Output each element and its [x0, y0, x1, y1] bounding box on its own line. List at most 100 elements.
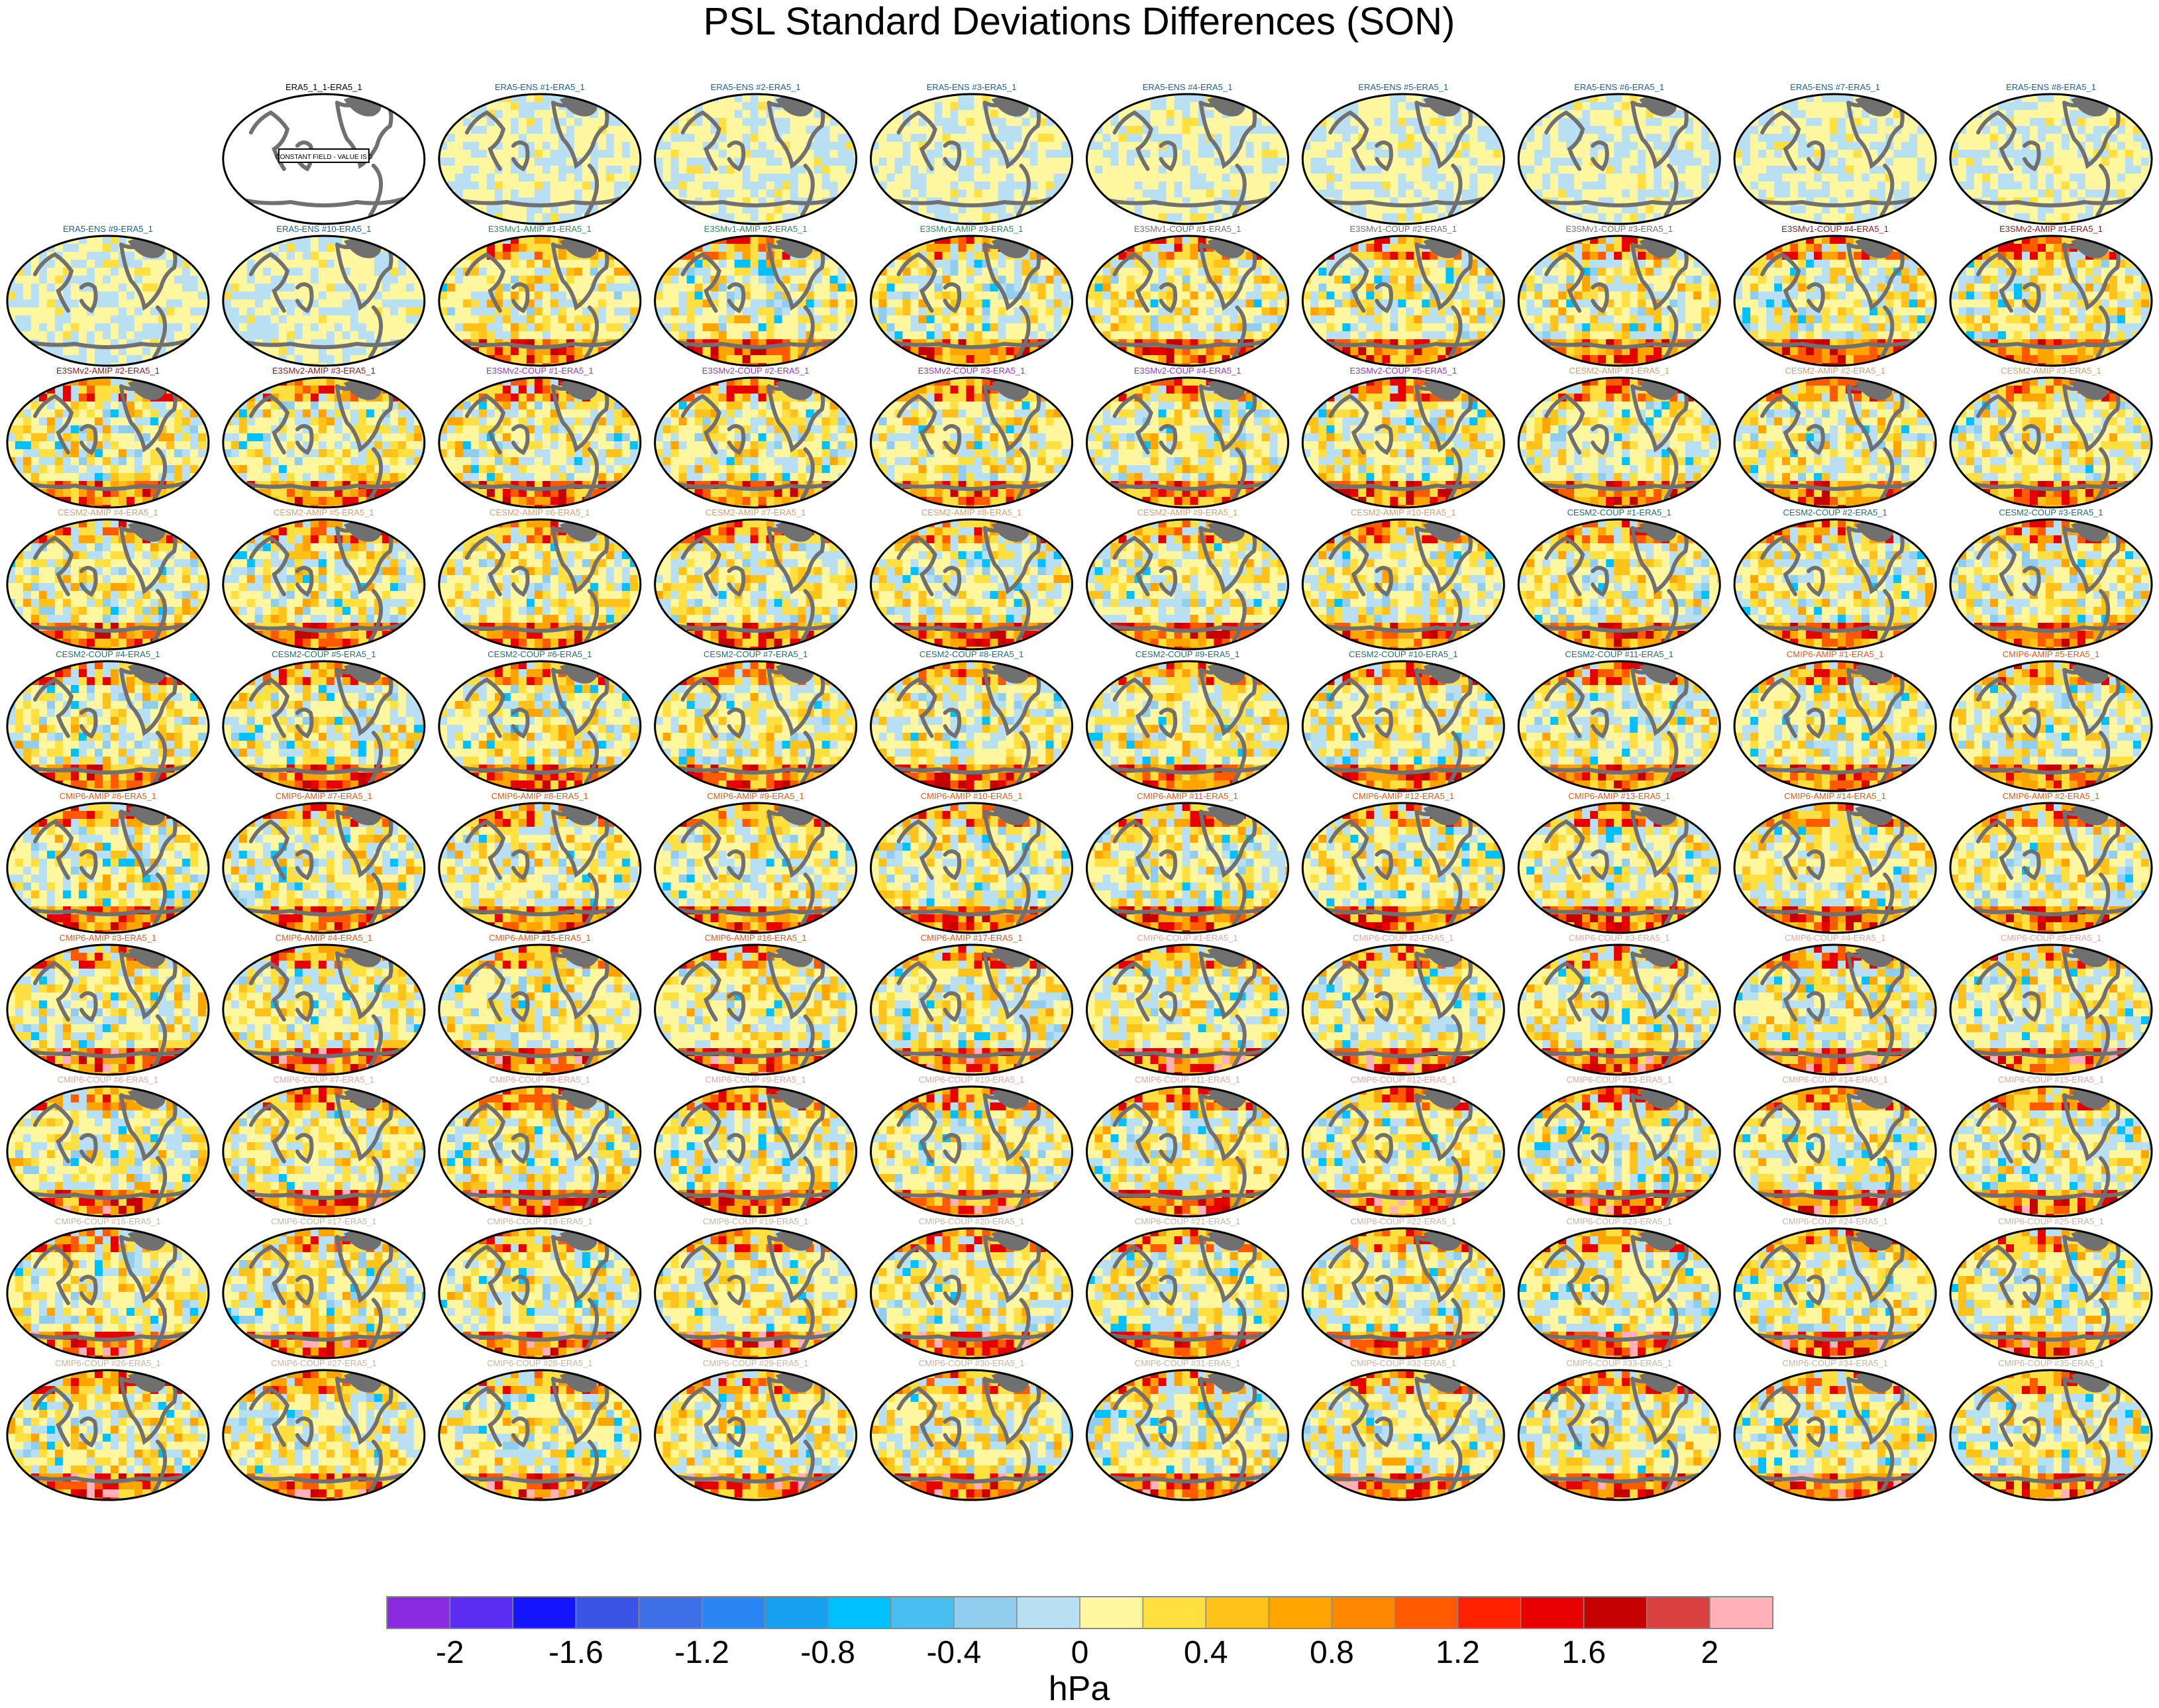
map-panel: E3SMv2-COUP #4-ERA5_1 — [1086, 366, 1289, 509]
panel-label: CMIP6-AMIP #4-ERA5_1 — [276, 933, 372, 943]
map-border — [1949, 518, 2153, 651]
map-panel: E3SMv1-COUP #1-ERA5_1 — [1086, 224, 1289, 367]
map-panel: CMIP6-COUP #20-ERA5_1 — [870, 1216, 1073, 1360]
colorbar-swatch — [386, 1596, 451, 1629]
map-panel: ERA5-ENS #6-ERA5_1 — [1517, 82, 1721, 225]
map-border — [438, 1369, 642, 1501]
map-border — [1517, 376, 1721, 509]
map-border — [1733, 1227, 1937, 1360]
panel-label: CMIP6-AMIP #3-ERA5_1 — [60, 933, 156, 943]
map-border — [1301, 1369, 1505, 1501]
map-panel: ERA5_1_1-ERA5_1 CONSTANT FIELD - VALUE IS… — [222, 82, 426, 225]
panel-label: CMIP6-COUP #19-ERA5_1 — [703, 1216, 808, 1226]
map-panel: CESM2-AMIP #9-ERA5_1 — [1086, 507, 1289, 651]
colorbar-tick-label: 0.8 — [1310, 1635, 1354, 1670]
panel-label: E3SMv2-AMIP #2-ERA5_1 — [56, 366, 160, 376]
map-panel: CMIP6-COUP #33-ERA5_1 — [1517, 1358, 1721, 1501]
panel-label: CMIP6-COUP #3-ERA5_1 — [1569, 933, 1669, 943]
map-panel: CMIP6-COUP #34-ERA5_1 — [1733, 1358, 1937, 1501]
map-panel: CMIP6-AMIP #11-ERA5_1 — [1086, 791, 1289, 934]
map-panel: CMIP6-AMIP #6-ERA5_1 — [6, 791, 210, 934]
map-panel: CMIP6-COUP #2-ERA5_1 — [1301, 933, 1505, 1076]
map-panel: CMIP6-AMIP #9-ERA5_1 — [654, 791, 858, 934]
colorbar-tick-label: -1.6 — [549, 1635, 604, 1670]
colorbar-unit: hPa — [1049, 1670, 1110, 1708]
panel-label: ERA5-ENS #1-ERA5_1 — [495, 82, 585, 92]
map-border — [222, 376, 426, 509]
map-border — [654, 518, 858, 651]
map-border — [1301, 943, 1505, 1076]
map-panel: E3SMv2-COUP #1-ERA5_1 — [438, 366, 642, 509]
map-border — [438, 802, 642, 934]
panel-label: E3SMv2-AMIP #1-ERA5_1 — [1999, 224, 2103, 234]
map-panel: CESM2-AMIP #2-ERA5_1 — [1733, 366, 1937, 509]
map-border — [6, 943, 210, 1076]
map-panel: CESM2-AMIP #7-ERA5_1 — [654, 507, 858, 651]
map-panel: CESM2-COUP #2-ERA5_1 — [1733, 507, 1937, 651]
map-border — [1086, 1369, 1289, 1501]
map-panel: CESM2-AMIP #8-ERA5_1 — [870, 507, 1073, 651]
map-panel: CMIP6-COUP #29-ERA5_1 — [654, 1358, 858, 1501]
map-panel: CESM2-AMIP #6-ERA5_1 — [438, 507, 642, 651]
map-border — [1086, 943, 1289, 1076]
map-border — [222, 1369, 426, 1501]
map-panel: CESM2-AMIP #1-ERA5_1 — [1517, 366, 1721, 509]
panel-label: E3SMv2-COUP #5-ERA5_1 — [1349, 366, 1457, 376]
map-panel: ERA5-ENS #4-ERA5_1 — [1086, 82, 1289, 225]
panel-label: E3SMv2-COUP #4-ERA5_1 — [1134, 366, 1241, 376]
map-border — [222, 660, 426, 792]
panel-label: CMIP6-AMIP #5-ERA5_1 — [2003, 649, 2099, 659]
map-panel: E3SMv2-COUP #2-ERA5_1 — [654, 366, 858, 509]
map-border — [870, 802, 1073, 934]
panel-label: ERA5-ENS #2-ERA5_1 — [711, 82, 801, 92]
panel-label: CMIP6-AMIP #11-ERA5_1 — [1137, 791, 1238, 801]
panel-label: CESM2-AMIP #8-ERA5_1 — [922, 507, 1022, 517]
panel-label: CMIP6-COUP #2-ERA5_1 — [1353, 933, 1453, 943]
panel-label: CMIP6-COUP #35-ERA5_1 — [1998, 1358, 2103, 1368]
map-border — [870, 1085, 1073, 1218]
map-panel: CMIP6-COUP #6-ERA5_1 — [6, 1075, 210, 1218]
panel-label: CESM2-AMIP #10-ERA5_1 — [1351, 507, 1456, 517]
panel-label: E3SMv2-COUP #2-ERA5_1 — [702, 366, 810, 376]
map-border — [1949, 943, 2153, 1076]
map-panel: ERA5-ENS #1-ERA5_1 — [438, 82, 642, 225]
map-border — [1949, 1369, 2153, 1501]
map-border — [1517, 93, 1721, 225]
map-border — [1733, 660, 1937, 792]
panel-label: E3SMv2-COUP #3-ERA5_1 — [918, 366, 1026, 376]
map-border — [1086, 1085, 1289, 1218]
panel-label: CMIP6-AMIP #14-ERA5_1 — [1784, 791, 1886, 801]
map-panel: E3SMv1-AMIP #3-ERA5_1 — [870, 224, 1073, 367]
map-border — [438, 1085, 642, 1218]
map-border — [870, 943, 1073, 1076]
map-panel: CMIP6-COUP #15-ERA5_1 — [1949, 1075, 2153, 1218]
panel-label: E3SMv2-AMIP #3-ERA5_1 — [272, 366, 376, 376]
panel-label: CMIP6-COUP #1-ERA5_1 — [1137, 933, 1237, 943]
panel-label: CESM2-COUP #4-ERA5_1 — [56, 649, 160, 659]
map-border — [1733, 1369, 1937, 1501]
colorbar-swatch — [1709, 1596, 1774, 1629]
map-panel: CMIP6-AMIP #1-ERA5_1 — [1733, 649, 1937, 792]
map-border — [222, 943, 426, 1076]
panel-label: CMIP6-COUP #5-ERA5_1 — [2001, 933, 2101, 943]
panel-label: CMIP6-COUP #22-ERA5_1 — [1351, 1216, 1456, 1226]
colorbar-swatch — [701, 1596, 766, 1629]
panel-label: CMIP6-COUP #14-ERA5_1 — [1782, 1075, 1887, 1085]
map-panel: CESM2-COUP #8-ERA5_1 — [870, 649, 1073, 792]
colorbar-tick-label: 0.4 — [1184, 1635, 1228, 1670]
panel-label: CMIP6-COUP #30-ERA5_1 — [919, 1358, 1024, 1368]
panel-label: CMIP6-COUP #4-ERA5_1 — [1785, 933, 1885, 943]
colorbar-swatch — [449, 1596, 514, 1629]
map-border — [1733, 235, 1937, 367]
colorbar-swatch — [1457, 1596, 1522, 1629]
panel-label: CMIP6-COUP #28-ERA5_1 — [487, 1358, 592, 1368]
map-panel: ERA5-ENS #2-ERA5_1 — [654, 82, 858, 225]
panel-label: CMIP6-AMIP #2-ERA5_1 — [2003, 791, 2099, 801]
panel-label: CMIP6-COUP #23-ERA5_1 — [1566, 1216, 1671, 1226]
panel-label: CMIP6-COUP #33-ERA5_1 — [1566, 1358, 1671, 1368]
map-border — [1301, 93, 1505, 225]
map-border — [1517, 1227, 1721, 1360]
map-panel: CMIP6-COUP #8-ERA5_1 — [438, 1075, 642, 1218]
map-border — [654, 235, 858, 367]
